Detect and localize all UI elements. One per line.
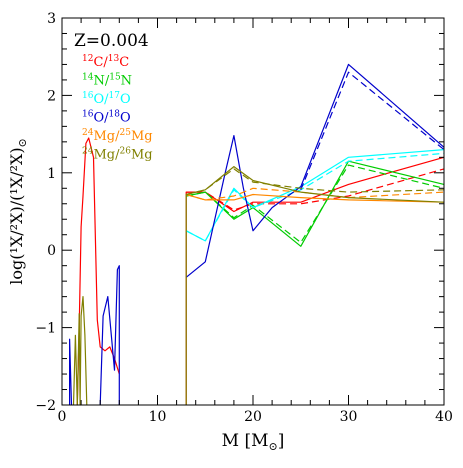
- series-line-16O-18O-2: [185, 63, 445, 278]
- y-tick-label: 1: [47, 166, 56, 182]
- x-axis-label-sub: ⊙: [269, 440, 278, 453]
- x-tick-label: 20: [244, 409, 262, 425]
- legend-entry: 24Mg/25Mg: [82, 128, 153, 144]
- y-axis-label-main: log(¹X/²X)/(¹X/²X): [7, 147, 26, 284]
- series-layer: [68, 63, 445, 406]
- x-tick-label: 10: [149, 409, 167, 425]
- y-axis-label-sub: ⊙: [16, 138, 29, 147]
- legend: 12C/13C 14N/15N 16O/17O 16O/18O 24Mg/25Mg 24M…: [82, 54, 153, 163]
- series-line-12C-13C-0: [76, 137, 120, 406]
- series-line-24Mg-25Mg-0: [186, 193, 445, 203]
- y-tick-label: 3: [47, 11, 56, 27]
- series-line-16O-18O-1: [99, 265, 120, 406]
- series-line-12C-13C-2: [186, 168, 445, 211]
- tick-labels-layer: 0 10 20 30 40 −2 −1 0 1 2 3: [35, 11, 453, 425]
- y-tick-label: −1: [35, 321, 56, 337]
- legend-entry: 12C/13C: [82, 54, 129, 70]
- legend-entry: 16O/18O: [82, 110, 131, 126]
- series-line-16O-17O-1: [185, 152, 445, 242]
- series-line-14N-15N-1: [186, 164, 445, 244]
- legend-entry: 14N/15N: [82, 73, 132, 89]
- x-axis-label: M [M⊙]: [222, 431, 285, 453]
- y-tick-label: 0: [47, 243, 56, 259]
- series-line-24Mg-26Mg-2: [186, 168, 445, 196]
- series-line-16O-17O-0: [185, 149, 445, 242]
- ticks-layer: [61, 17, 445, 406]
- x-axis-label-close: ]: [278, 431, 285, 451]
- x-axis-label-main: M [M: [222, 431, 269, 451]
- y-tick-label: −2: [35, 398, 56, 414]
- x-tick-label: 30: [340, 409, 358, 425]
- y-axis-label: log(¹X/²X)/(¹X/²X)⊙: [7, 138, 29, 285]
- series-line-16O-18O-0: [68, 338, 73, 406]
- x-tick-label: 40: [435, 409, 453, 425]
- legend-entry: 24Mg/26Mg: [82, 147, 153, 163]
- annotation-text: Z=0.004: [74, 31, 149, 51]
- legend-entry: 16O/17O: [82, 91, 131, 107]
- series-line-16O-18O-3: [300, 71, 445, 191]
- y-tick-label: 2: [47, 88, 56, 104]
- x-tick-label: 0: [58, 409, 67, 425]
